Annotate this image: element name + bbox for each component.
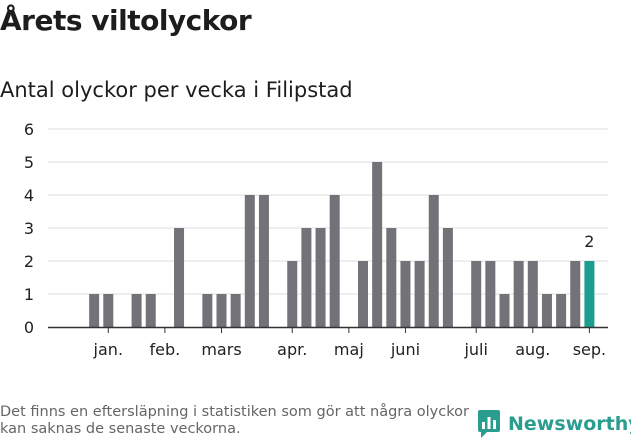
x-tick-label: aug. [515,340,550,359]
bar [556,294,567,327]
bar [174,228,185,327]
x-tick-label: sep. [573,340,606,359]
bar [541,294,552,327]
bar [414,261,425,327]
x-tick-label: juni [390,340,420,359]
y-tick-label: 4 [24,186,34,205]
x-tick-label: maj [334,340,364,359]
bar [358,261,368,327]
chart-title: Årets viltolyckor [0,4,252,37]
bar [301,228,312,327]
bar [527,261,538,327]
brand-name: Newsworthy [508,413,631,435]
y-tick-label: 0 [24,318,34,337]
bar [428,195,439,327]
bar [386,228,397,327]
bar [315,228,326,327]
bar [89,294,100,327]
y-tick-label: 2 [24,252,34,271]
chart-subtitle: Antal olyckor per vecka i Filipstad [0,78,353,102]
bar [442,228,453,327]
bar [570,261,581,327]
x-tick-label: mars [201,340,241,359]
y-tick-label: 6 [24,120,34,139]
y-tick-label: 1 [24,285,34,304]
bar [244,195,255,327]
bar [372,162,383,327]
y-tick-label: 3 [24,219,34,238]
data-label: 2 [584,232,594,251]
x-tick-label: jan. [93,340,123,359]
x-tick-label: feb. [150,340,181,359]
bar [329,195,340,327]
bar [471,261,482,327]
bar [258,195,269,327]
x-tick-label: apr. [277,340,307,359]
x-tick-label: juli [463,340,487,359]
bar [103,294,114,327]
brand-logo: Newsworthy [476,408,631,440]
bar [145,294,156,327]
bar [485,261,496,327]
bar [499,294,510,327]
bar-highlight [584,261,595,327]
bar [131,294,142,327]
bar [400,261,411,327]
bar-chart: 0 1 2 3 4 5 6 jan. feb. mars apr. maj juni juli aug. se… [24,120,608,359]
bar [287,261,298,327]
bar [216,294,227,327]
newsworthy-logo-icon [478,410,500,438]
bar [513,261,524,327]
bar [202,294,213,327]
y-tick-label: 5 [24,153,34,172]
bar [230,294,241,327]
footnote: Det finns en eftersläpning i statistiken… [0,404,469,437]
